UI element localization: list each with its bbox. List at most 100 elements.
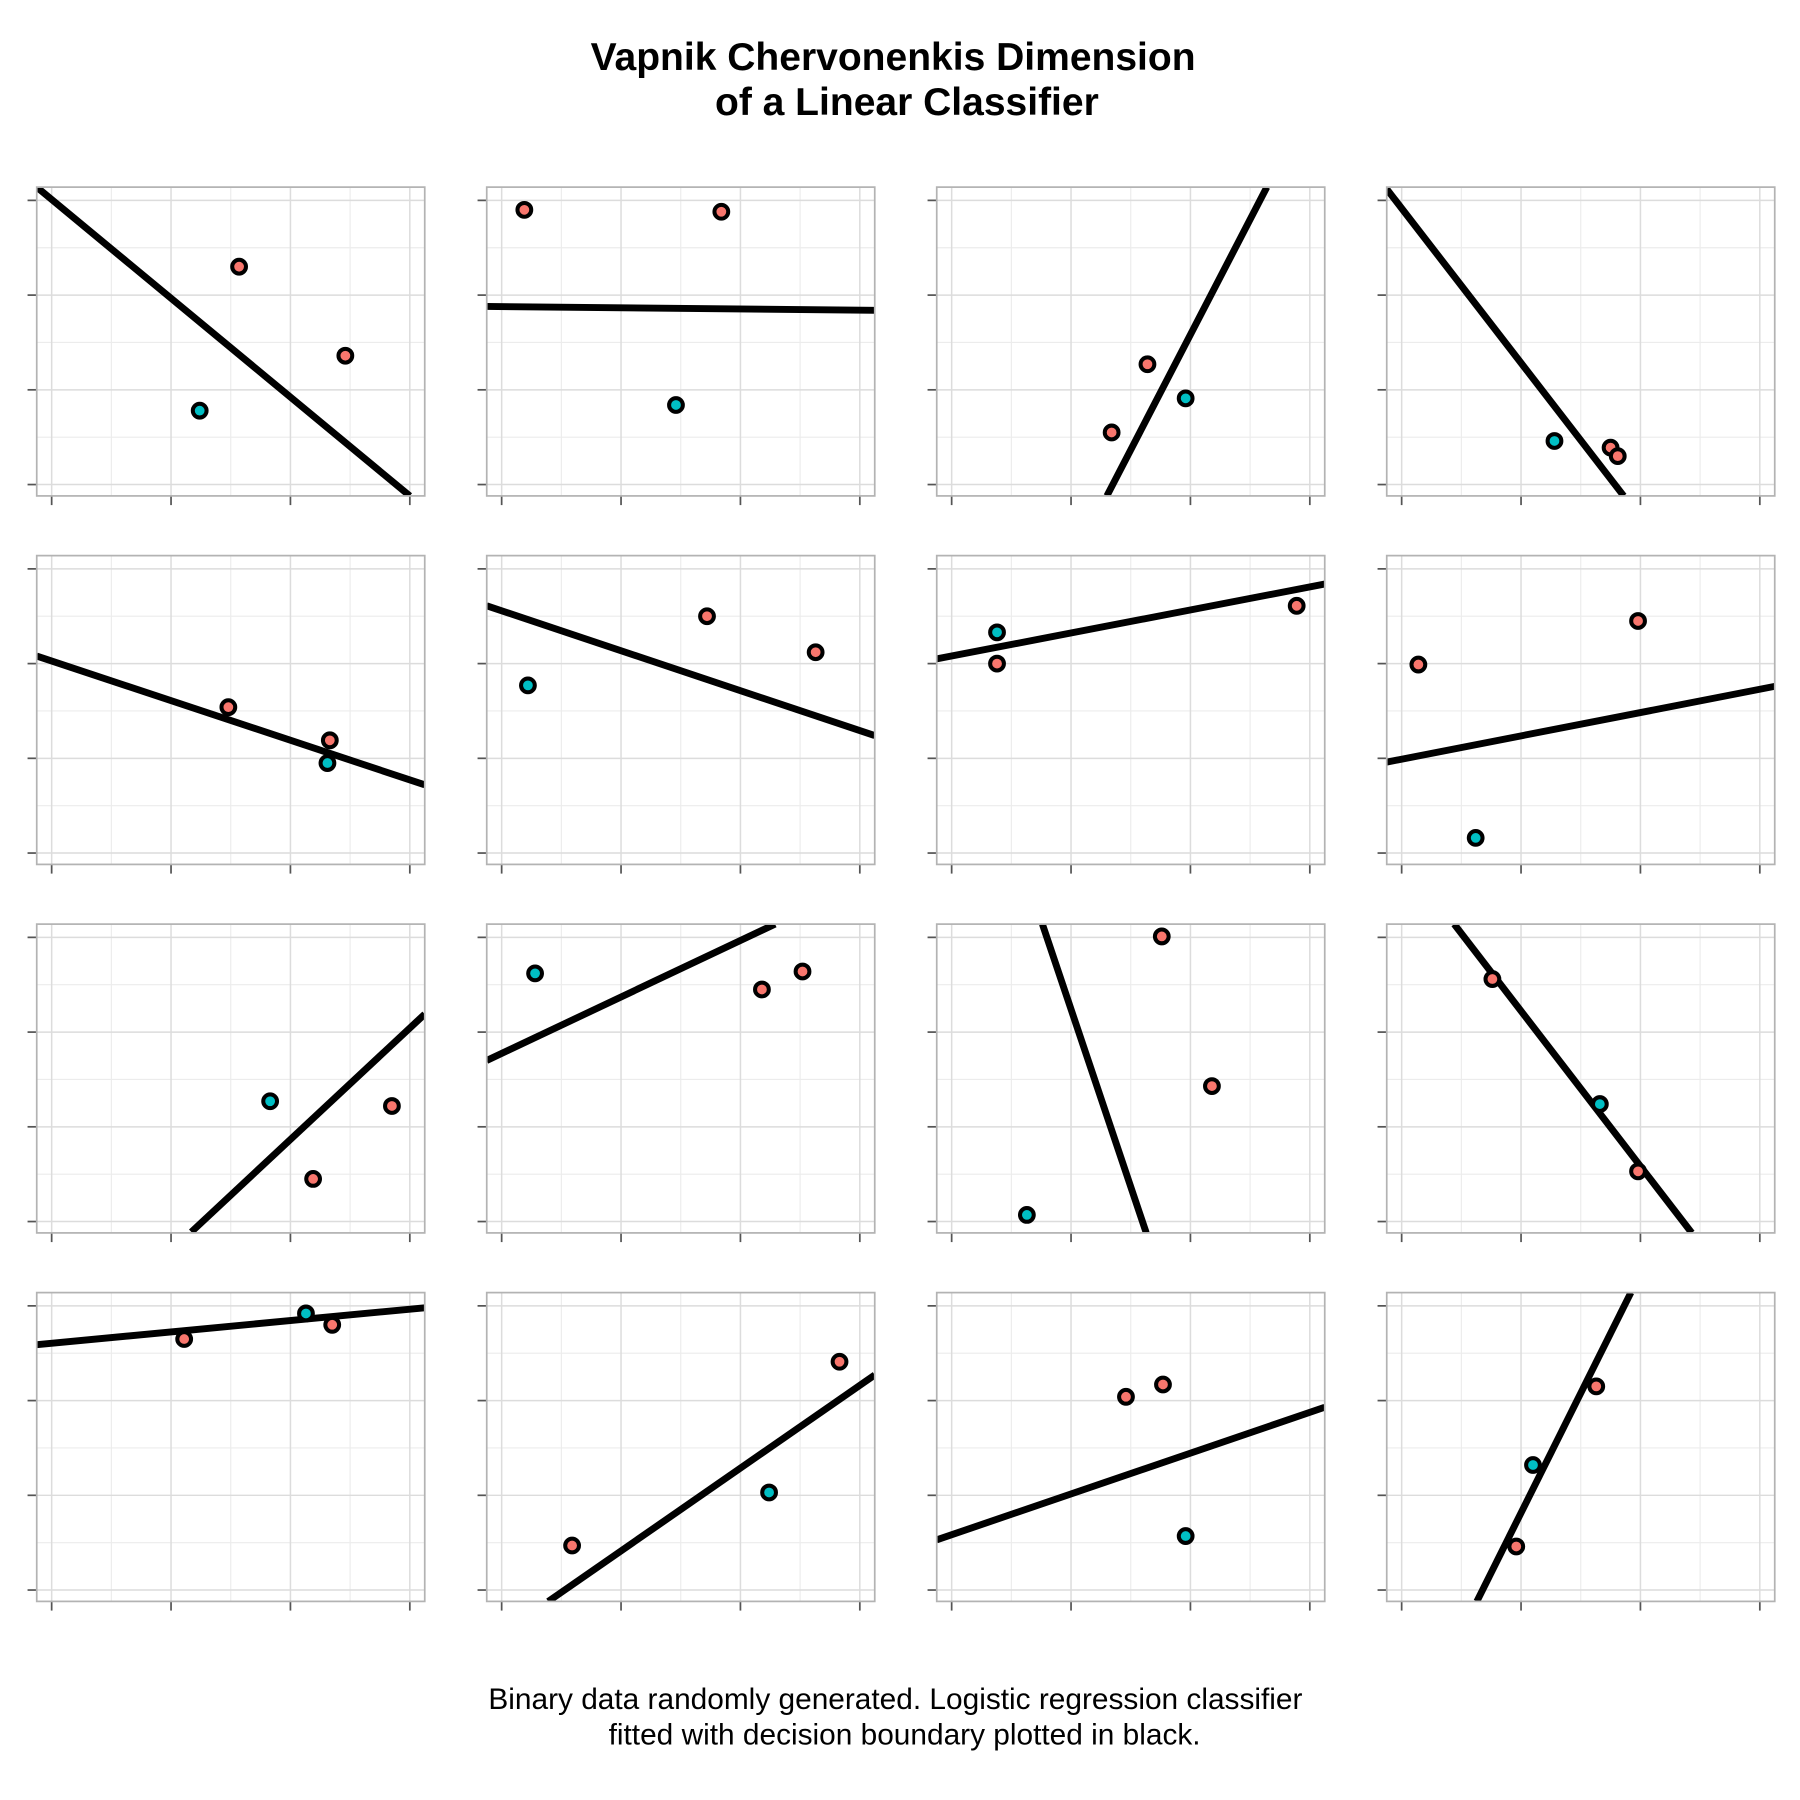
data-point bbox=[519, 676, 537, 695]
panel bbox=[477, 554, 876, 874]
data-point bbox=[336, 346, 355, 365]
decision-boundary bbox=[36, 652, 425, 789]
decision-boundary bbox=[1386, 682, 1775, 766]
panel bbox=[927, 554, 1326, 874]
panel bbox=[27, 186, 426, 506]
panel bbox=[927, 186, 1326, 506]
data-point bbox=[318, 754, 337, 772]
data-point bbox=[1587, 1377, 1606, 1396]
data-point bbox=[563, 1536, 581, 1555]
decision-boundary bbox=[1386, 187, 1627, 496]
panel bbox=[1377, 554, 1776, 874]
data-point bbox=[753, 980, 771, 999]
decision-boundary bbox=[486, 303, 875, 314]
decision-boundary bbox=[486, 924, 777, 1064]
panel bbox=[27, 1291, 426, 1611]
panel-border bbox=[1385, 186, 1776, 497]
data-point bbox=[383, 1097, 401, 1115]
panel-border bbox=[935, 923, 1326, 1234]
data-point bbox=[988, 623, 1006, 642]
data-point bbox=[1017, 1206, 1036, 1224]
data-point bbox=[1466, 828, 1485, 847]
panel bbox=[927, 1291, 1326, 1611]
decision-boundary bbox=[1039, 924, 1150, 1233]
data-point bbox=[667, 396, 685, 414]
decision-boundary bbox=[936, 580, 1325, 663]
panel bbox=[477, 1291, 876, 1611]
panel bbox=[1377, 1291, 1776, 1611]
panel-border bbox=[35, 1291, 426, 1603]
data-point bbox=[261, 1092, 280, 1111]
decision-boundary bbox=[36, 1304, 425, 1349]
panel bbox=[27, 554, 426, 874]
data-point bbox=[526, 964, 544, 983]
decision-boundary bbox=[188, 1011, 425, 1233]
panel bbox=[1377, 186, 1776, 506]
data-point bbox=[806, 643, 825, 662]
caption: fitted with decision boundary plotted in… bbox=[609, 1719, 1201, 1752]
panel-border bbox=[485, 186, 876, 497]
data-point bbox=[1483, 970, 1502, 988]
data-point bbox=[1152, 927, 1171, 946]
data-point bbox=[1524, 1456, 1542, 1474]
panel-border bbox=[35, 554, 426, 866]
data-point bbox=[1117, 1387, 1135, 1406]
data-point bbox=[1138, 355, 1157, 374]
panel-border bbox=[35, 186, 426, 497]
panel bbox=[27, 923, 426, 1243]
panel bbox=[477, 923, 876, 1243]
data-point bbox=[1176, 1527, 1195, 1545]
data-point bbox=[698, 607, 716, 626]
decision-boundary bbox=[36, 187, 413, 496]
panel-border bbox=[35, 923, 426, 1234]
panel bbox=[927, 923, 1326, 1243]
data-point bbox=[320, 731, 339, 750]
data-point bbox=[190, 401, 209, 420]
decision-boundary bbox=[486, 602, 875, 739]
data-point bbox=[1154, 1375, 1172, 1394]
data-point bbox=[323, 1315, 342, 1334]
data-point bbox=[1102, 423, 1121, 442]
data-point bbox=[1409, 655, 1428, 674]
decision-boundary bbox=[1473, 1292, 1634, 1602]
panel bbox=[1377, 923, 1776, 1243]
panel bbox=[477, 186, 876, 506]
panel-border bbox=[485, 923, 876, 1234]
data-point bbox=[1287, 596, 1306, 615]
data-point bbox=[1590, 1095, 1609, 1113]
panel-border bbox=[935, 554, 1326, 866]
panel-border bbox=[1385, 554, 1776, 866]
decision-boundary bbox=[546, 1372, 875, 1602]
panel-border bbox=[935, 186, 1326, 497]
data-point bbox=[1507, 1537, 1526, 1556]
data-point bbox=[793, 962, 812, 981]
panel-border bbox=[1385, 1291, 1776, 1603]
data-point bbox=[219, 698, 238, 717]
data-point bbox=[830, 1352, 849, 1371]
panel-border bbox=[485, 554, 876, 866]
panel-border bbox=[935, 1291, 1326, 1603]
data-point bbox=[1203, 1077, 1221, 1095]
title: of a Linear Classifier bbox=[715, 81, 1099, 124]
decision-boundary bbox=[936, 1403, 1325, 1544]
decision-boundary bbox=[1451, 924, 1695, 1233]
data-point bbox=[304, 1170, 323, 1188]
data-point bbox=[712, 202, 731, 221]
data-point bbox=[988, 654, 1006, 673]
decision-boundary bbox=[1103, 187, 1270, 496]
data-point bbox=[1545, 432, 1564, 450]
data-point bbox=[230, 257, 248, 276]
data-point bbox=[1608, 447, 1627, 466]
panel-border bbox=[485, 1291, 876, 1603]
caption: Binary data randomly generated. Logistic… bbox=[488, 1683, 1302, 1716]
data-point bbox=[175, 1330, 194, 1348]
data-point bbox=[515, 200, 534, 219]
data-point bbox=[1176, 389, 1195, 408]
panel-border bbox=[1385, 923, 1776, 1234]
data-point bbox=[760, 1483, 778, 1502]
data-point bbox=[297, 1304, 315, 1323]
data-point bbox=[1629, 1162, 1647, 1181]
data-point bbox=[1629, 612, 1647, 630]
title: Vapnik Chervonenkis Dimension bbox=[591, 36, 1196, 79]
